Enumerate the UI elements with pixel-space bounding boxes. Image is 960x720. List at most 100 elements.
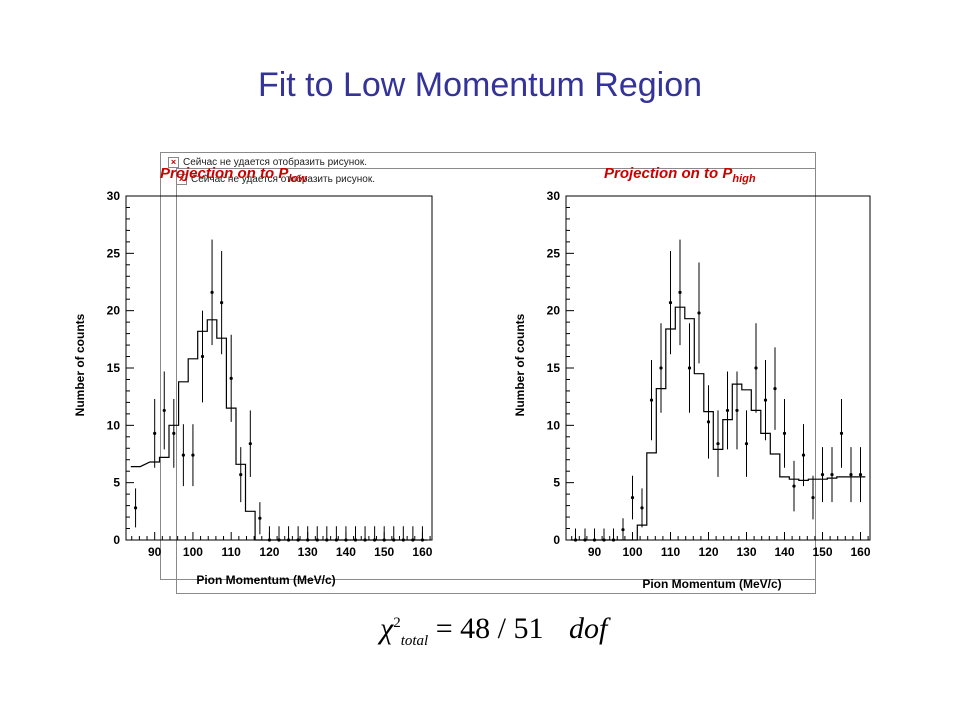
data-point <box>334 526 338 542</box>
data-point <box>573 528 578 542</box>
data-point <box>820 447 825 503</box>
data-marker <box>286 538 291 542</box>
data-marker <box>744 442 749 446</box>
data-marker <box>153 431 157 435</box>
broken-image-icon: × <box>176 174 187 185</box>
data-point <box>773 347 777 430</box>
chart-title: Projection on to Phigh <box>604 165 756 185</box>
data-marker <box>849 473 853 477</box>
data-marker <box>573 538 578 542</box>
y-tick-label: 10 <box>547 418 561 432</box>
data-marker <box>200 354 205 359</box>
x-tick-label: 140 <box>336 545 356 559</box>
data-marker <box>735 408 739 413</box>
data-marker <box>325 538 329 542</box>
data-marker <box>621 528 625 532</box>
data-point <box>286 526 291 542</box>
data-point <box>382 526 386 542</box>
data-marker <box>239 473 243 477</box>
plot-frame <box>125 195 433 541</box>
y-tick-label: 5 <box>553 476 560 490</box>
data-marker <box>754 366 758 370</box>
data-marker <box>306 538 310 542</box>
data-marker <box>820 473 825 477</box>
x-axis-label: Pion Momentum (MeV/c) <box>642 577 781 591</box>
y-tick-label: 15 <box>107 361 121 375</box>
data-point <box>373 526 377 542</box>
data-marker <box>858 473 863 477</box>
x-tick-label: 110 <box>661 545 681 559</box>
data-marker <box>801 453 806 457</box>
data-point <box>849 447 853 503</box>
data-marker <box>162 408 166 413</box>
data-marker <box>411 538 415 542</box>
data-point <box>248 410 252 477</box>
data-marker <box>315 538 319 542</box>
data-point <box>210 239 214 346</box>
data-marker <box>602 538 606 542</box>
data-point <box>621 518 625 540</box>
data-point <box>782 398 787 468</box>
data-marker <box>344 538 348 542</box>
data-marker <box>133 506 138 510</box>
data-point <box>801 424 806 487</box>
formula-equation: = 48 / 51 <box>435 612 544 645</box>
data-marker <box>773 387 777 391</box>
formula-unit: dof <box>568 612 608 645</box>
data-marker <box>392 538 396 542</box>
data-point <box>181 424 185 487</box>
data-point <box>668 251 673 355</box>
x-tick-label: 100 <box>183 545 203 559</box>
image-placeholder-frame-inner <box>176 168 816 594</box>
x-tick-label: 110 <box>222 545 242 559</box>
chart-title-main: Projection on to P <box>160 165 289 182</box>
chart-title-main: Projection on to P <box>604 165 733 182</box>
data-marker <box>649 398 654 402</box>
image-placeholder-text-1: Сейчас не удается отобразить рисунок. <box>183 157 367 169</box>
data-marker <box>839 431 844 435</box>
data-point <box>325 526 329 542</box>
data-point <box>277 526 281 542</box>
formula-subscript: total <box>400 633 429 649</box>
y-tick-label: 0 <box>553 533 560 547</box>
data-point <box>220 251 224 355</box>
data-point <box>229 334 233 422</box>
data-point <box>239 447 243 503</box>
chart-title-subscript: high <box>732 173 755 185</box>
data-marker <box>687 366 692 370</box>
data-point <box>706 385 711 459</box>
data-marker <box>191 453 195 457</box>
data-marker <box>592 538 597 542</box>
data-point <box>420 526 425 542</box>
data-marker <box>420 538 425 542</box>
data-point <box>306 526 310 542</box>
x-tick-label: 120 <box>259 545 279 559</box>
chart-title: Projection on to Plow <box>160 165 308 185</box>
data-point <box>659 323 663 413</box>
data-point <box>583 528 587 542</box>
data-point <box>191 424 195 487</box>
data-marker <box>277 538 281 542</box>
data-marker <box>830 473 834 477</box>
data-point <box>763 359 768 441</box>
fit-line <box>130 319 428 541</box>
chart-1: 0 5 10 15 20 25 30 90 100 110 120 130 140 150 160 Pion … <box>73 165 433 587</box>
y-tick-label: 5 <box>113 476 120 490</box>
data-point <box>296 526 300 542</box>
data-point <box>697 262 701 364</box>
data-marker <box>697 311 701 315</box>
data-marker <box>353 538 358 542</box>
data-marker <box>258 516 262 520</box>
image-placeholder-text-2: Сейчас не удается отобразить рисунок. <box>191 174 375 186</box>
broken-image-icon: × <box>168 157 179 168</box>
data-marker <box>678 290 682 294</box>
formula-superscript: 2 <box>393 615 401 631</box>
data-marker <box>668 301 673 305</box>
data-marker <box>401 538 405 542</box>
y-tick-label: 20 <box>547 304 561 318</box>
data-point <box>411 526 415 542</box>
data-marker <box>716 442 720 446</box>
data-marker <box>181 453 185 457</box>
y-tick-label: 25 <box>107 246 121 260</box>
